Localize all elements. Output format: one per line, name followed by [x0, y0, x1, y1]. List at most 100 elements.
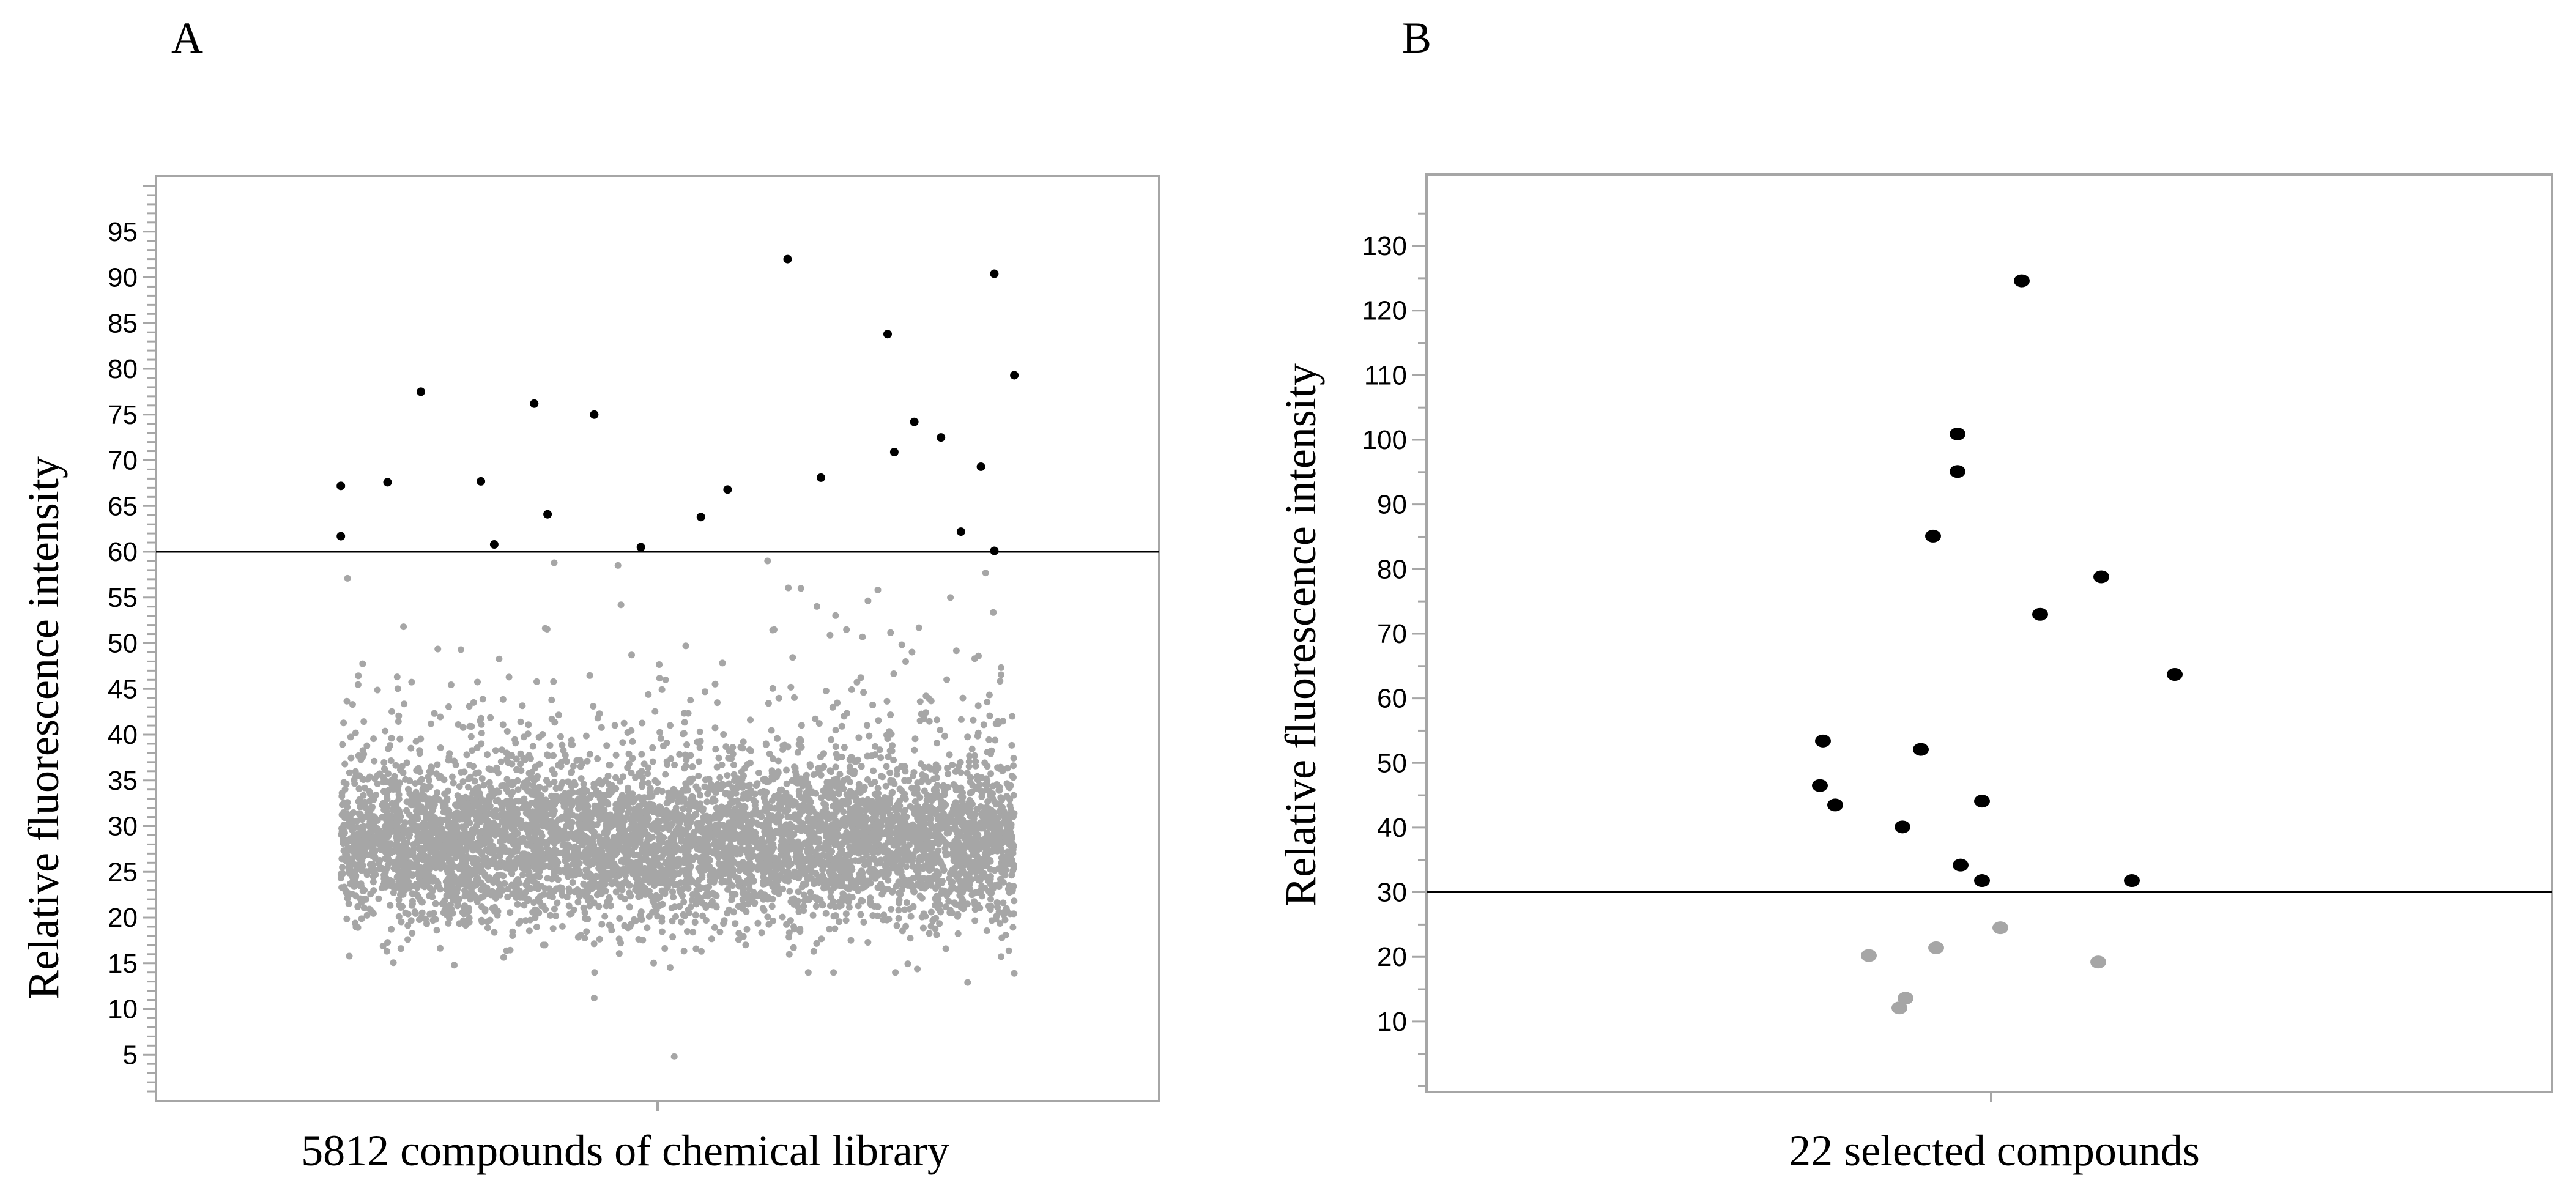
- bulk-point: [503, 776, 511, 783]
- bulk-point: [901, 906, 908, 913]
- bulk-point: [869, 912, 877, 919]
- bulk-point: [843, 626, 850, 633]
- bulk-point: [885, 877, 892, 884]
- bulk-point: [450, 757, 458, 765]
- bulk-point: [783, 921, 790, 928]
- bulk-point: [1005, 947, 1012, 954]
- bulk-point: [496, 655, 503, 662]
- bulk-point: [367, 818, 374, 825]
- bulk-point: [774, 735, 781, 742]
- bulk-point: [1010, 792, 1017, 799]
- bulk-point: [339, 741, 346, 748]
- bulk-point: [971, 752, 978, 759]
- bulk-point: [694, 738, 701, 746]
- bulk-point: [596, 935, 603, 943]
- bulk-point: [514, 830, 521, 837]
- bulk-point: [680, 899, 688, 906]
- bulk-point: [418, 899, 425, 906]
- bulk-point: [999, 820, 1006, 827]
- bulk-point: [732, 790, 740, 797]
- bulk-point: [976, 904, 984, 911]
- bulk-point: [390, 959, 397, 967]
- bulk-point: [466, 703, 473, 710]
- bulk-point: [644, 924, 651, 932]
- bulk-point: [890, 670, 897, 677]
- bulk-point: [979, 892, 985, 900]
- bulk-point: [860, 919, 867, 926]
- bulk-point: [765, 700, 772, 707]
- bulk-point: [806, 784, 813, 791]
- bulk-point: [878, 829, 885, 836]
- bulk-point: [959, 816, 967, 823]
- bulk-point: [910, 772, 916, 779]
- bulk-point: [593, 822, 601, 829]
- bulk-point: [432, 900, 439, 907]
- bulk-point: [768, 797, 776, 804]
- bulk-point: [388, 708, 395, 715]
- bulk-point: [945, 897, 952, 905]
- bulk-point: [779, 742, 787, 749]
- bulk-point: [380, 779, 387, 786]
- bulk-point: [984, 798, 992, 805]
- bulk-point: [791, 926, 798, 933]
- y-tick-label: 25: [108, 857, 138, 887]
- bulk-point: [998, 796, 1006, 803]
- bulk-point: [370, 887, 377, 894]
- bulk-point: [910, 903, 917, 910]
- bulk-point: [581, 935, 588, 941]
- bulk-point: [842, 910, 850, 918]
- bulk-point: [754, 892, 762, 900]
- bulk-point: [535, 885, 542, 892]
- bulk-point: [444, 822, 451, 829]
- bulk-point: [582, 732, 590, 740]
- bulk-point: [644, 770, 651, 777]
- bulk-point: [664, 863, 672, 870]
- bulk-point: [766, 750, 773, 757]
- bulk-point: [461, 892, 469, 900]
- bulk-point: [478, 851, 486, 858]
- bulk-point: [412, 780, 419, 787]
- y-tick-label: 85: [108, 308, 138, 338]
- bulk-point: [793, 848, 800, 856]
- bulk-point: [500, 809, 508, 817]
- panel-a: A 5101520253035404550556065707580859095 …: [19, 13, 1160, 1175]
- bulk-point: [747, 759, 754, 766]
- bulk-point: [620, 719, 628, 727]
- bulk-point: [395, 712, 403, 719]
- bulk-point: [1007, 828, 1014, 836]
- y-tick-label: 40: [108, 720, 138, 750]
- bulk-point: [444, 815, 451, 823]
- bulk-point: [429, 874, 437, 881]
- bulk-point: [698, 859, 705, 867]
- bulk-point: [859, 856, 866, 863]
- bulk-point: [787, 917, 794, 924]
- bulk-point: [565, 902, 573, 910]
- bulk-point: [339, 811, 346, 818]
- bulk-point: [583, 887, 590, 894]
- bulk-point: [517, 760, 524, 768]
- bulk-point: [376, 856, 384, 864]
- bulk-point: [429, 917, 437, 924]
- bulk-point: [761, 891, 768, 899]
- bulk-point: [1009, 867, 1017, 874]
- bulk-point: [826, 926, 833, 933]
- bulk-point: [388, 926, 395, 933]
- bulk-point: [891, 780, 898, 787]
- bulk-point: [381, 765, 388, 773]
- bulk-point: [343, 697, 351, 705]
- bulk-point: [616, 837, 623, 844]
- bulk-point: [845, 903, 853, 911]
- bulk-point: [677, 918, 685, 926]
- bulk-point: [993, 899, 1001, 906]
- bulk-point: [998, 671, 1004, 678]
- bulk-point: [792, 774, 800, 782]
- bulk-point: [507, 909, 514, 916]
- bulk-point: [921, 787, 928, 795]
- bulk-point: [547, 836, 555, 843]
- bulk-point: [997, 678, 1004, 685]
- bulk-point: [639, 719, 646, 727]
- bulk-point: [478, 730, 485, 736]
- bulk-point: [961, 858, 968, 866]
- bulk-point: [950, 781, 957, 788]
- bulk-point: [986, 712, 993, 719]
